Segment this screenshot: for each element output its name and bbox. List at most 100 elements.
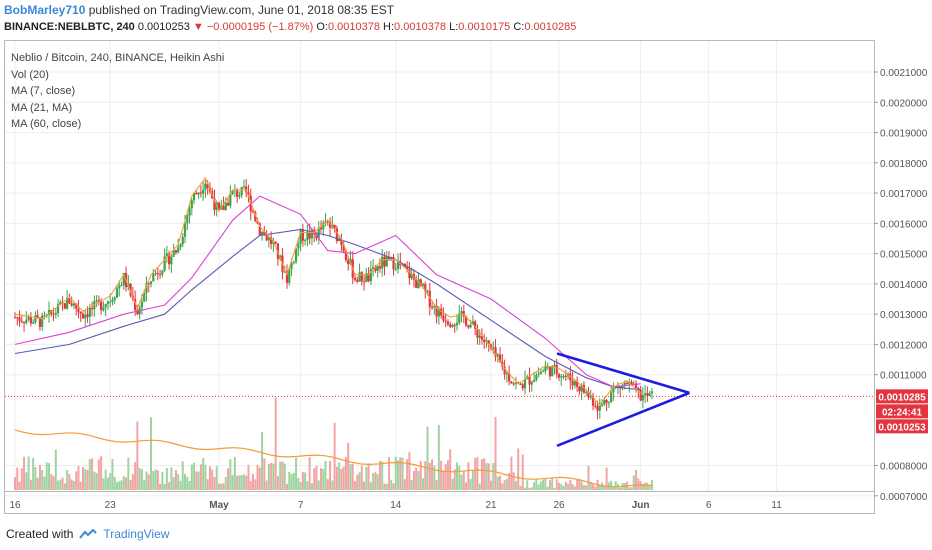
volume-bar (111, 458, 114, 490)
volume-bar (539, 481, 542, 490)
chart-pane[interactable] (4, 40, 875, 492)
x-tick-label: 7 (298, 500, 304, 511)
volume-bar (460, 474, 463, 490)
volume-bar (594, 486, 597, 490)
legend-ma60[interactable]: MA (60, close) (11, 118, 82, 130)
open-value: 0.0010378 (327, 21, 380, 33)
volume-bar (428, 462, 431, 490)
candle-up (41, 315, 44, 327)
volume-bar (363, 481, 366, 490)
volume-bar (555, 479, 558, 490)
candle-up (641, 394, 644, 401)
candle-down (576, 381, 579, 387)
x-tick-label: 21 (485, 500, 497, 511)
candle-up (372, 267, 375, 270)
volume-bar (116, 482, 118, 490)
volume-bar (569, 480, 572, 490)
volume-bar (172, 477, 175, 490)
candle-up (299, 229, 302, 244)
volume-bar (34, 467, 37, 490)
volume-bar (612, 486, 615, 490)
candle-up (451, 325, 454, 327)
candle-up (546, 366, 549, 368)
volume-bar (88, 459, 91, 490)
volume-bar (308, 456, 311, 490)
volume-bar (265, 480, 268, 490)
candle-up (437, 308, 440, 317)
volume-bar (431, 459, 434, 490)
volume-bar (399, 457, 402, 490)
volume-bar (474, 458, 477, 490)
legend-ma7[interactable]: MA (7, close) (11, 85, 76, 97)
candle-down (503, 366, 506, 375)
candle-up (104, 304, 107, 308)
candle-down (213, 198, 216, 210)
volume-bar (197, 471, 200, 490)
candle-down (634, 383, 638, 389)
indicator-legend: Neblio / Bitcoin, 240, BINANCE, Heikin A… (11, 50, 224, 133)
candle-up (72, 303, 76, 306)
volume-bar (54, 449, 57, 490)
candle-up (537, 373, 540, 375)
volume-bar (184, 473, 186, 490)
volume-bar (227, 468, 230, 490)
tradingview-brand[interactable]: TradingView (103, 527, 170, 541)
close-label: C: (513, 21, 525, 33)
volume-bar (20, 468, 23, 490)
volume-bar (299, 482, 302, 490)
candle-up (224, 202, 227, 211)
candle-up (306, 231, 309, 240)
candle-down (557, 373, 561, 378)
volume-bar (383, 483, 386, 490)
candle-down (489, 344, 493, 349)
candle-up (242, 186, 246, 188)
candle-down (36, 315, 39, 318)
volume-bar (161, 471, 164, 490)
last-price-tag-bg (876, 419, 928, 434)
volume-bar (542, 479, 545, 490)
close-value: 0.0010285 (524, 21, 577, 33)
candle-up (532, 379, 536, 383)
candle-up (152, 273, 155, 282)
volume-bar (66, 470, 69, 490)
volume-bar (317, 480, 320, 490)
candle-up (145, 283, 148, 293)
candle-down (521, 384, 524, 389)
x-tick-label: 16 (9, 500, 21, 511)
legend-volume[interactable]: Vol (20) (11, 68, 49, 81)
volume-bar (179, 480, 182, 490)
candle-up (267, 237, 270, 241)
volume-bar (403, 479, 406, 490)
candle-down (301, 229, 304, 241)
candle-down (270, 237, 273, 244)
candle-up (421, 283, 425, 287)
candle-up (417, 279, 420, 289)
candle-up (297, 243, 300, 249)
candle-up (560, 376, 563, 378)
volume-bar (91, 458, 94, 490)
time-axis[interactable] (4, 492, 875, 514)
footer: Created with TradingView (6, 527, 169, 541)
legend-symbol[interactable]: Neblio / Bitcoin, 240, BINANCE, Heikin A… (11, 52, 225, 64)
volume-bar (322, 468, 325, 490)
volume-bar (79, 481, 82, 490)
volume-bar (437, 425, 440, 490)
last-price: 0.0010253 (137, 21, 190, 33)
countdown-tag-bg (876, 404, 928, 419)
volume-bar (598, 485, 601, 490)
candle-up (612, 388, 615, 393)
candle-up (47, 310, 51, 315)
y-tick-label: 0.0012000 (880, 340, 928, 351)
volume-bar (14, 477, 16, 490)
author-name[interactable]: BobMarley710 (4, 3, 86, 17)
volume-bar (571, 484, 574, 490)
candle-up (140, 301, 144, 308)
volume-bar (338, 462, 341, 490)
volume-bar (258, 467, 261, 490)
volume-bar (446, 460, 449, 490)
legend-ma21[interactable]: MA (21, MA) (11, 101, 73, 114)
volume-bar (349, 464, 352, 490)
candle-up (161, 270, 164, 275)
tradingview-logo-icon (79, 528, 98, 539)
